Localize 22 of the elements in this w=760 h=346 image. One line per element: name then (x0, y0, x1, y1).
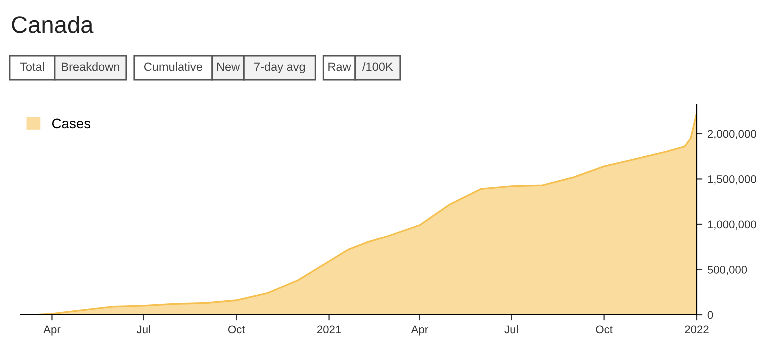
x-tick-label: Oct (228, 326, 246, 334)
text: Total (20, 62, 44, 72)
x-tick-label: Apr (411, 326, 428, 336)
x-tick-label: Jul (136, 325, 150, 334)
y-tick-label: 500,000 (708, 266, 748, 276)
text: 7-day avg (254, 62, 306, 74)
text: New (217, 62, 240, 72)
text: Raw (328, 62, 352, 72)
text: Breakdown (62, 62, 120, 72)
text: /100K (362, 62, 394, 72)
text: Cumulative (144, 62, 202, 72)
x-tick-label: Oct (596, 326, 613, 334)
legend-label: Cases (52, 118, 91, 129)
x-tick-label: 2022 (685, 326, 709, 334)
x-tick-label: Apr (44, 326, 61, 336)
x-tick-label: 2021 (317, 326, 342, 334)
y-tick-label: 0 (708, 311, 714, 320)
y-tick-label: 1,000,000 (708, 220, 756, 230)
x-tick-label: Jul (504, 325, 518, 334)
y-tick-label: 1,500,000 (708, 175, 756, 185)
y-tick-label: 2,000,000 (708, 130, 756, 140)
chart-title: Canada (12, 16, 94, 34)
